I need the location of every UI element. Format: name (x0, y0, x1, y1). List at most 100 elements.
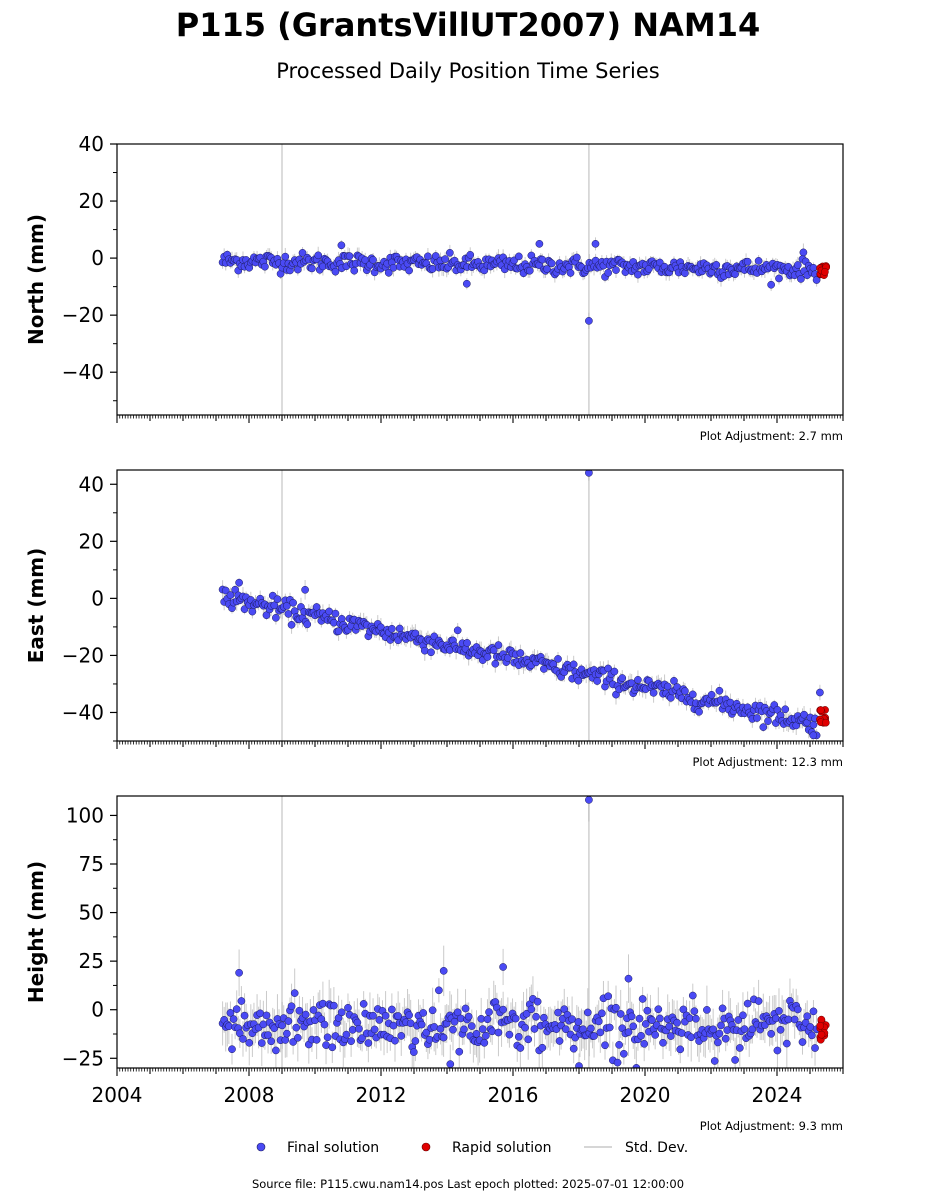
final-point (439, 1033, 448, 1042)
final-point (530, 1025, 539, 1033)
final-point (753, 714, 761, 722)
final-point (561, 1025, 570, 1034)
final-point (659, 1038, 667, 1047)
final-point (714, 1038, 722, 1047)
x-tick-label: 2020 (620, 1083, 671, 1107)
final-point (613, 1058, 622, 1067)
final-point (394, 1012, 402, 1020)
final-point (651, 1031, 660, 1039)
final-point (480, 1038, 489, 1047)
final-point (330, 1001, 338, 1010)
final-point (499, 963, 507, 971)
final-point (449, 1025, 457, 1034)
y-axis-label: North (mm) (24, 214, 48, 345)
final-point (491, 659, 500, 668)
final-point (583, 1008, 592, 1017)
legend-rapid-label: Rapid solution (452, 1140, 552, 1156)
final-point (793, 1005, 802, 1014)
final-point (767, 280, 775, 289)
final-point (790, 1015, 799, 1024)
final-point (303, 620, 312, 629)
rapid-point (816, 706, 825, 714)
final-point (331, 267, 340, 276)
final-point (555, 1037, 564, 1045)
final-point (585, 470, 593, 477)
final-point (809, 720, 818, 729)
final-point (237, 997, 246, 1005)
final-point (666, 1032, 675, 1040)
final-point (799, 248, 808, 257)
y-tick-label: 20 (79, 529, 104, 553)
final-point (456, 1014, 465, 1023)
final-point (707, 690, 716, 699)
rapid-solution-points (816, 262, 831, 279)
final-point (566, 269, 575, 277)
final-point (601, 1041, 609, 1050)
final-point (809, 1007, 818, 1016)
final-point (330, 618, 338, 627)
y-tick-label: 0 (91, 246, 104, 270)
final-point (293, 1033, 302, 1042)
final-point (284, 610, 293, 618)
final-point (284, 1017, 293, 1025)
plot-adjustment: Plot Adjustment: 9.3 mm (700, 1119, 843, 1133)
legend-rapid-marker (421, 1142, 431, 1152)
final-point (389, 263, 398, 272)
final-point (533, 997, 542, 1006)
final-point (665, 1022, 674, 1031)
final-point (483, 1015, 492, 1024)
rapid-point (821, 268, 829, 276)
legend: Final solution Rapid solution Std. Dev. (256, 1140, 688, 1156)
final-point (312, 1035, 321, 1044)
x-tick-label: 2008 (224, 1083, 275, 1107)
final-point (295, 1006, 304, 1015)
y-tick-label: 0 (91, 998, 104, 1022)
final-point (740, 1025, 749, 1033)
final-point (692, 1014, 700, 1023)
final-point (681, 687, 689, 695)
rapid-solution-points (816, 706, 830, 727)
plot-adjustment: Plot Adjustment: 2.7 mm (700, 429, 843, 443)
final-point (619, 1049, 628, 1058)
final-point (627, 1012, 636, 1021)
final-point (435, 986, 443, 995)
plot-area (218, 470, 830, 741)
final-point (643, 1006, 652, 1015)
final-point (709, 1025, 718, 1034)
final-point (781, 705, 790, 714)
final-point (673, 1018, 681, 1027)
final-point (273, 595, 282, 604)
final-point (666, 694, 675, 702)
final-point (772, 1014, 780, 1023)
final-point (342, 1030, 351, 1039)
final-point (615, 1041, 623, 1049)
final-point (793, 261, 802, 269)
final-point (257, 1039, 266, 1047)
final-point (298, 249, 307, 257)
final-point (575, 1062, 583, 1068)
y-tick-label: −25 (62, 1046, 104, 1070)
final-point (364, 1039, 373, 1047)
final-point (309, 1006, 318, 1014)
final-point (439, 967, 448, 975)
final-point (405, 1011, 413, 1020)
final-point (679, 1005, 688, 1014)
final-point (344, 1003, 352, 1012)
y-axis-label: East (mm) (24, 548, 48, 664)
panels-group: 40 20 0 −20 −40 North (mm) Plot Adjustment: 2.… (24, 132, 844, 1133)
x-tick-label: 2004 (92, 1083, 143, 1107)
y-tick-label: 40 (79, 132, 104, 156)
final-point (514, 252, 523, 261)
final-point (811, 1044, 819, 1052)
y-axis-label: Height (mm) (24, 861, 48, 1003)
final-point (641, 1020, 650, 1028)
final-point (347, 1037, 355, 1046)
final-point (417, 1020, 426, 1029)
final-point (370, 1025, 379, 1034)
final-point (462, 279, 471, 288)
y-tick-label: −40 (62, 700, 104, 724)
final-point (612, 1003, 620, 1012)
panel-2: 40 20 0 −20 −40 East (mm) Plot Adjustment: 12.… (24, 469, 844, 769)
final-point (532, 1012, 540, 1021)
final-point (308, 264, 316, 273)
